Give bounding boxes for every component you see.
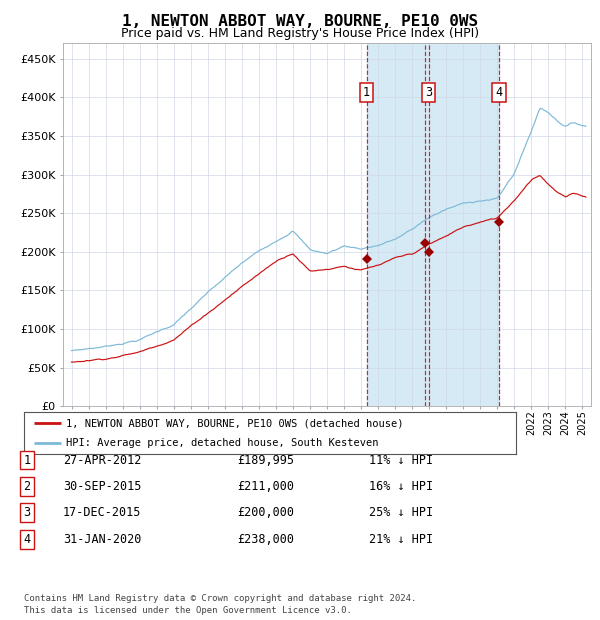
Text: HPI: Average price, detached house, South Kesteven: HPI: Average price, detached house, Sout… <box>66 438 379 448</box>
Text: £211,000: £211,000 <box>237 480 294 493</box>
Text: 4: 4 <box>23 533 31 546</box>
Text: 16% ↓ HPI: 16% ↓ HPI <box>369 480 433 493</box>
Text: Price paid vs. HM Land Registry's House Price Index (HPI): Price paid vs. HM Land Registry's House … <box>121 27 479 40</box>
Text: 11% ↓ HPI: 11% ↓ HPI <box>369 454 433 466</box>
Text: 4: 4 <box>495 86 502 99</box>
Text: 25% ↓ HPI: 25% ↓ HPI <box>369 507 433 519</box>
Text: Contains HM Land Registry data © Crown copyright and database right 2024.
This d: Contains HM Land Registry data © Crown c… <box>24 594 416 615</box>
Bar <box>428 43 499 406</box>
Text: £200,000: £200,000 <box>237 507 294 519</box>
Text: 3: 3 <box>23 507 31 519</box>
Text: 3: 3 <box>425 86 432 99</box>
Text: 1, NEWTON ABBOT WAY, BOURNE, PE10 0WS (detached house): 1, NEWTON ABBOT WAY, BOURNE, PE10 0WS (d… <box>66 418 403 428</box>
Text: 31-JAN-2020: 31-JAN-2020 <box>63 533 142 546</box>
Text: 1: 1 <box>363 86 370 99</box>
Text: £238,000: £238,000 <box>237 533 294 546</box>
Text: 1: 1 <box>23 454 31 466</box>
Text: 27-APR-2012: 27-APR-2012 <box>63 454 142 466</box>
Bar <box>367 43 428 406</box>
Text: £189,995: £189,995 <box>237 454 294 466</box>
Text: 2: 2 <box>23 480 31 493</box>
Text: 17-DEC-2015: 17-DEC-2015 <box>63 507 142 519</box>
Text: 1, NEWTON ABBOT WAY, BOURNE, PE10 0WS: 1, NEWTON ABBOT WAY, BOURNE, PE10 0WS <box>122 14 478 29</box>
Text: 30-SEP-2015: 30-SEP-2015 <box>63 480 142 493</box>
Text: 21% ↓ HPI: 21% ↓ HPI <box>369 533 433 546</box>
